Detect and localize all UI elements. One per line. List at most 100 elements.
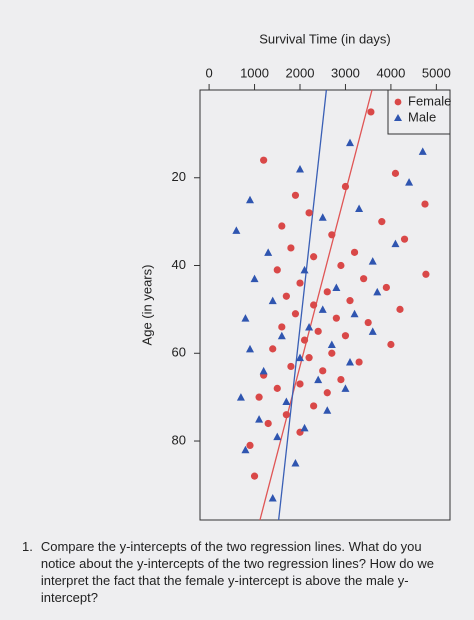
point (418, 147, 427, 155)
point (346, 297, 354, 305)
legend-label: Female (408, 93, 451, 108)
question-text: Compare the y-intercepts of the two regr… (40, 539, 434, 605)
point (268, 296, 277, 305)
point (341, 384, 350, 392)
x-tick-label: 80 (172, 432, 186, 447)
point (368, 327, 377, 335)
y-tick-label: 2000 (286, 65, 315, 80)
point (305, 354, 313, 362)
point (323, 389, 331, 397)
point (296, 279, 304, 287)
point (300, 336, 309, 344)
point (255, 415, 264, 423)
y-axis-title: Survival Time (in days) (259, 31, 390, 46)
point (421, 200, 429, 208)
point (250, 274, 259, 283)
point (323, 288, 331, 296)
point (382, 283, 390, 292)
point (422, 270, 430, 278)
point (273, 266, 281, 274)
point (291, 458, 300, 467)
plot-frame (199, 89, 451, 521)
x-tick-label: 60 (172, 345, 186, 360)
point (318, 213, 327, 221)
point (346, 138, 354, 147)
point (282, 292, 290, 300)
point (328, 349, 336, 357)
point (255, 393, 263, 401)
point (341, 332, 350, 340)
point (355, 204, 364, 212)
point (246, 441, 254, 450)
point (310, 301, 318, 309)
point (400, 235, 409, 243)
point (337, 261, 345, 270)
point (314, 375, 323, 384)
legend-marker (394, 98, 402, 106)
point (367, 108, 375, 116)
point (268, 494, 277, 502)
question: 1. Compare the y-intercepts of the two r… (22, 538, 452, 606)
point (291, 191, 300, 199)
point (296, 353, 304, 362)
point (396, 305, 404, 313)
question-number: 1. (22, 539, 33, 554)
y-tick-label: 4000 (376, 65, 405, 80)
point (300, 265, 309, 274)
point (318, 305, 327, 313)
point (378, 218, 386, 226)
point (310, 402, 318, 410)
point (287, 362, 295, 371)
x-axis-title: Age (in years) (139, 265, 154, 346)
point (300, 423, 309, 432)
legend-marker (394, 114, 402, 121)
point (259, 366, 268, 375)
x-tick-label: 40 (172, 257, 186, 272)
point (296, 164, 304, 173)
point (364, 318, 372, 327)
point (332, 283, 341, 291)
point (273, 432, 282, 441)
point (264, 419, 272, 428)
point (319, 367, 327, 375)
point (250, 472, 259, 480)
point (241, 445, 250, 454)
point (291, 310, 300, 318)
point (260, 156, 268, 164)
point (387, 340, 395, 349)
point (296, 380, 304, 388)
point (282, 411, 290, 419)
point (355, 358, 363, 366)
point (241, 314, 250, 322)
point (278, 323, 286, 331)
legend-box (387, 89, 451, 135)
point (341, 182, 350, 191)
x-tick-label: 20 (172, 169, 186, 184)
point (246, 344, 254, 353)
point (350, 248, 359, 256)
point (328, 231, 336, 239)
point (337, 375, 345, 384)
point (273, 384, 281, 392)
point (332, 314, 340, 322)
point (236, 393, 245, 401)
legend-label: Male (408, 109, 436, 124)
point (264, 248, 273, 256)
point (350, 309, 359, 318)
y-tick-label: 5000 (422, 65, 451, 80)
point (232, 226, 241, 234)
y-tick-label: 3000 (331, 65, 360, 80)
point (305, 209, 313, 217)
point (373, 287, 382, 296)
point (405, 178, 414, 186)
point (278, 222, 286, 230)
point (305, 322, 314, 331)
point (287, 244, 295, 252)
point (269, 345, 277, 353)
chart: Survival Time (in days) Age (in years) 0… (139, 31, 451, 521)
point (391, 169, 400, 177)
point (277, 331, 286, 340)
point (391, 239, 400, 248)
point (314, 327, 322, 335)
